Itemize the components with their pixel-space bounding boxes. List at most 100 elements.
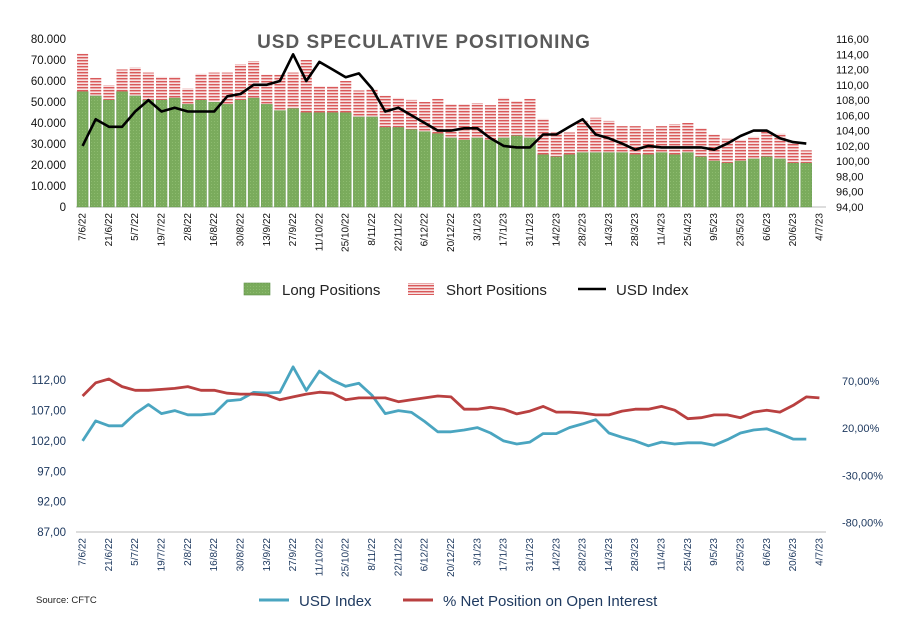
short-position-bar (90, 77, 102, 96)
chart2-left-axis-ticks: 87,00 92,00 97,00 102,00 107,00 112,00 (31, 375, 66, 539)
chart1-x-tick-label: 8/11/22 (367, 213, 378, 246)
chart2-x-tick-label: 19/7/22 (157, 538, 168, 572)
long-position-bar (116, 91, 128, 208)
chart1-left-tick-label: 30.000 (31, 139, 66, 151)
chart1-left-tick-label: 50.000 (31, 97, 66, 109)
chart1-x-tick-label: 6/12/22 (420, 213, 431, 247)
short-position-bar (563, 132, 575, 155)
chart2-x-tick-label: 22/11/22 (393, 538, 404, 577)
usd-index-line (81, 53, 807, 151)
chart1-right-tick-label: 112,00 (836, 65, 869, 77)
long-position-bar (668, 154, 681, 208)
short-position-bar (734, 139, 746, 161)
chart2-x-tick-label: 28/2/23 (578, 538, 589, 572)
chart2-left-tick-label: 112,00 (32, 375, 66, 387)
short-position-bar (366, 89, 378, 117)
chart1-x-tick-label: 17/1/23 (499, 213, 510, 247)
long-position-bar (182, 103, 194, 208)
chart1-left-tick-label: 60.000 (31, 76, 66, 88)
chart2-left-tick-label: 92,00 (37, 497, 66, 509)
chart1-x-tick-label: 3/1/23 (472, 213, 483, 241)
short-position-bar (695, 128, 707, 157)
short-position-bar (603, 120, 615, 153)
long-position-bar (497, 137, 510, 208)
short-position-bar (445, 104, 457, 138)
chart2-x-tick-label: 25/4/23 (683, 538, 694, 572)
chart1-x-tick-label: 14/3/23 (604, 213, 615, 247)
short-position-bar (353, 90, 365, 117)
usd-index-line (81, 365, 807, 448)
chart1-right-tick-label: 110,00 (836, 80, 869, 92)
short-position-bar (787, 141, 799, 163)
short-position-bar (248, 61, 260, 98)
long-position-bar (326, 112, 339, 208)
chart2-x-tick-label: 3/1/23 (472, 538, 483, 566)
chart1-x-axis-ticks: 7/6/22 21/6/22 5/7/22 19/7/22 2/8/22 16/8/22 3… (78, 213, 826, 252)
short-position-bar (169, 76, 181, 98)
short-position-bar (537, 118, 549, 155)
chart1-right-tick-label: 114,00 (836, 49, 869, 61)
short-position-bar (629, 126, 641, 155)
long-position-bar (287, 108, 299, 208)
chart1-x-tick-label: 21/6/22 (104, 213, 115, 247)
long-position-bar (340, 112, 352, 208)
short-position-bar (471, 103, 483, 138)
chart2-x-tick-label: 16/8/22 (209, 538, 220, 572)
chart1-x-tick-label: 28/3/23 (630, 213, 641, 247)
chart1-x-tick-label: 25/4/23 (683, 213, 694, 247)
chart2-x-tick-label: 20/12/22 (446, 538, 457, 577)
chart1-bars (76, 53, 812, 208)
chart2-x-tick-label: 9/5/23 (709, 538, 720, 566)
long-position-bar (234, 99, 247, 208)
legend-label-net-position: % Net Position on Open Interest (443, 593, 658, 610)
short-position-bar (577, 120, 589, 153)
chart1-x-tick-label: 2/8/22 (183, 213, 194, 241)
chart2-x-tick-label: 4/7/23 (814, 538, 825, 566)
chart1-x-tick-label: 23/5/23 (735, 213, 746, 247)
long-position-bar (300, 112, 312, 208)
legend-label-usd: USD Index (616, 282, 689, 299)
chart2-x-tick-label: 5/7/22 (130, 538, 141, 566)
long-position-bar (353, 116, 365, 208)
chart2-x-tick-label: 30/8/22 (235, 538, 246, 572)
short-position-bar (511, 100, 523, 136)
short-position-bar (195, 73, 207, 100)
long-position-bar (708, 160, 720, 208)
usd-index-vs-net-position-chart: 87,00 92,00 97,00 102,00 107,00 112,00 -80,00… (31, 365, 883, 610)
chart1-x-tick-label: 30/8/22 (235, 213, 246, 247)
legend-label-long: Long Positions (282, 282, 380, 299)
chart1-left-tick-label: 80.000 (31, 34, 66, 46)
short-position-bar (432, 98, 444, 134)
short-position-bar (708, 134, 720, 161)
long-position-bar (471, 137, 484, 208)
chart2-x-tick-label: 20/6/23 (788, 538, 799, 572)
chart1-right-tick-label: 108,00 (836, 95, 870, 107)
short-position-bar (116, 69, 128, 92)
chart1-x-tick-label: 27/9/22 (288, 213, 299, 247)
short-position-bar (550, 132, 562, 157)
chart2-left-tick-label: 87,00 (37, 527, 66, 539)
long-position-bar (155, 99, 168, 208)
short-position-bar (287, 72, 299, 109)
long-position-bar (208, 101, 220, 208)
long-position-bar (76, 91, 89, 208)
chart2-x-tick-label: 28/3/23 (630, 538, 641, 572)
legend-label-usd-index: USD Index (299, 593, 372, 610)
net-position-line (81, 377, 820, 421)
chart1-x-tick-label: 22/11/22 (393, 213, 404, 252)
chart1-x-tick-label: 25/10/22 (341, 213, 352, 252)
short-position-bar (142, 72, 154, 100)
long-position-bar (747, 158, 760, 208)
short-position-bar (774, 133, 786, 159)
short-position-bar (221, 72, 233, 105)
chart1-x-tick-label: 28/2/23 (578, 213, 589, 247)
chart2-x-tick-label: 25/10/22 (341, 538, 352, 577)
chart2-x-tick-label: 7/6/22 (78, 538, 89, 566)
long-position-bar (761, 156, 773, 208)
chart1-right-tick-label: 94,00 (836, 202, 864, 214)
long-position-bar (484, 139, 497, 208)
long-position-bar (774, 158, 786, 208)
chart2-x-tick-label: 11/4/23 (657, 538, 668, 571)
chart1-x-tick-label: 9/5/23 (709, 213, 720, 241)
short-position-bar (156, 76, 168, 100)
